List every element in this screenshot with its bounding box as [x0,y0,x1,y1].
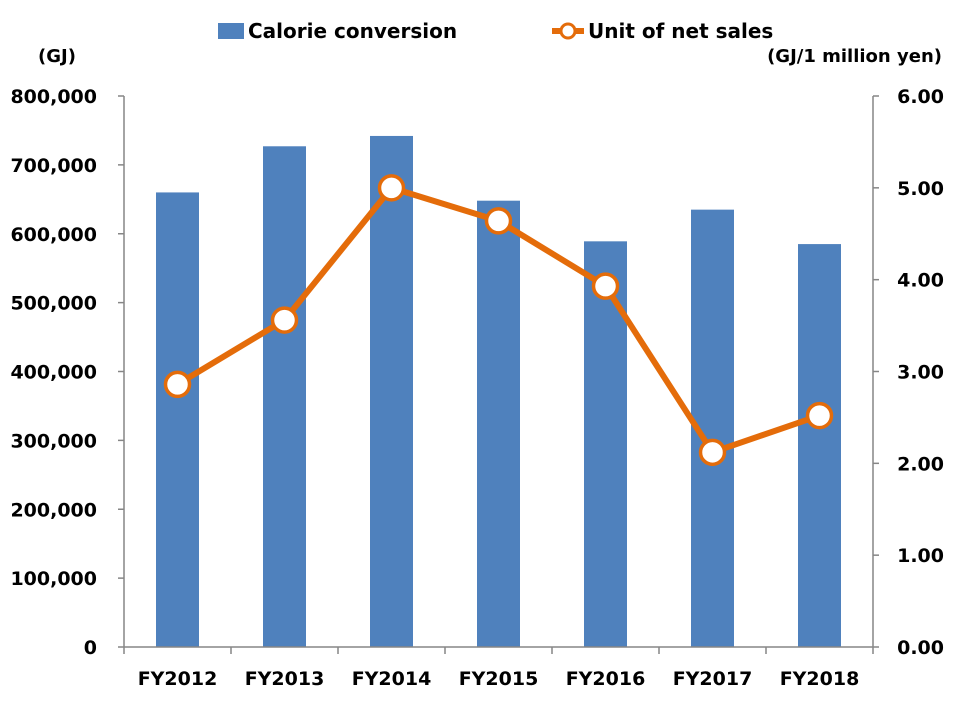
line-series [163,174,834,467]
x-tick-label: FY2017 [673,668,753,690]
point-fy2017 [698,438,727,467]
left-tick-label: 700,000 [10,155,97,177]
left-tick-label: 500,000 [10,293,97,315]
right-tick-label: 4.00 [897,270,944,292]
point-fy2013 [270,306,299,334]
right-tick-label: 2.00 [897,453,944,475]
left-tick-label: 800,000 [10,86,97,108]
x-tick-label: FY2014 [352,668,432,690]
point-fy2012 [163,370,192,399]
x-tick-label: FY2018 [780,668,860,690]
left-axis-unit-label: (GJ) [38,46,76,67]
legend-bar-swatch [218,23,244,39]
bar-fy2013 [263,146,306,647]
x-tick-label: FY2012 [138,668,218,690]
bar-series [156,135,841,648]
x-tick-label: FY2013 [245,668,325,690]
bar-fy2016 [584,241,627,648]
x-axis-ticks: FY2012 FY2013 FY2014 FY2015 FY2016 FY2017 FY20… [123,647,874,690]
right-tick-label: 6.00 [897,86,944,108]
bar-fy2014 [370,135,413,647]
x-tick-label: FY2015 [459,668,539,690]
left-tick-label: 200,000 [10,499,97,521]
right-tick-label: 1.00 [897,545,944,567]
right-axis-unit-label: (GJ/1 million yen) [767,46,942,67]
bar-fy2012 [156,192,199,648]
legend-label-calorie-conversion: Calorie conversion [248,19,457,43]
right-tick-label: 0.00 [897,637,944,659]
bar-fy2015 [477,200,520,647]
legend-line-marker [559,22,577,40]
right-tick-label: 3.00 [897,362,944,384]
left-tick-label: 0 [84,637,97,659]
legend-label-unit-of-net-sales: Unit of net sales [588,19,773,43]
left-tick-label: 600,000 [10,224,97,246]
point-fy2014 [377,174,406,202]
left-tick-label: 300,000 [10,430,97,452]
left-tick-label: 100,000 [10,568,97,590]
point-fy2015 [484,207,513,235]
x-tick-label: FY2016 [566,668,646,690]
point-fy2016 [591,272,620,300]
left-tick-label: 400,000 [10,362,97,384]
point-fy2018 [805,401,834,430]
left-axis-ticks: 0 100,000 200,000 300,000 400,000 500,000 600,… [10,86,124,659]
legend: Calorie conversion Unit of net sales [218,19,773,43]
bar-fy2018 [798,244,841,648]
right-tick-label: 5.00 [897,178,944,200]
right-axis-ticks: 0.00 1.00 2.00 3.00 4.00 5.00 6.00 [873,86,944,659]
